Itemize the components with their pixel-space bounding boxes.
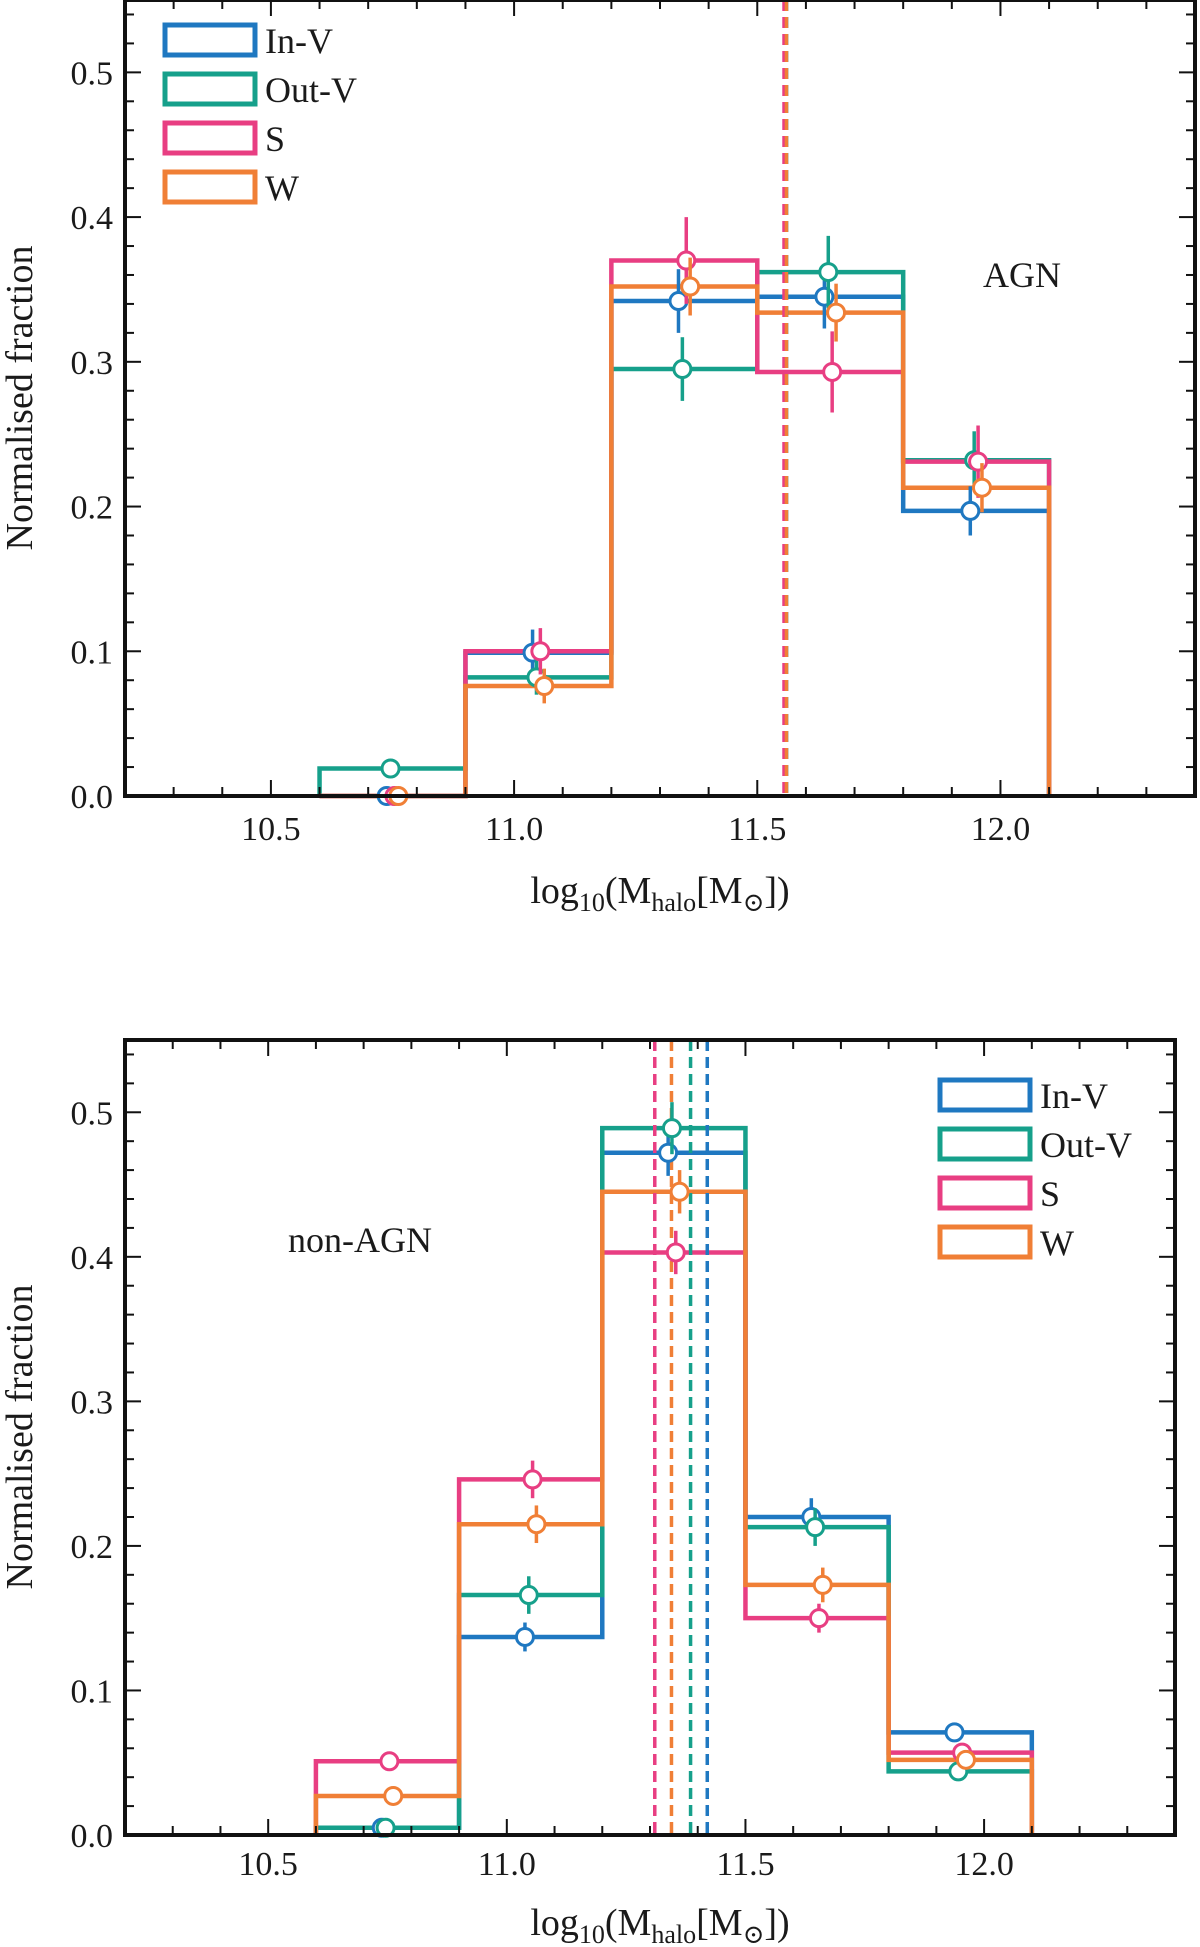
legend-swatch-in-v xyxy=(937,1077,1033,1113)
data-point xyxy=(826,302,847,323)
data-point xyxy=(661,1118,682,1139)
panel-non-agn: 10.5 11.0 11.5 12.0 0.0 0.1 0.2 0.3 0.4 0.5 In-V O… xyxy=(0,1038,1177,1947)
x-axis-label: log10(Mhalo[M⊙]) xyxy=(530,1902,789,1947)
data-point xyxy=(955,1749,976,1770)
data-point xyxy=(669,1181,690,1202)
data-point xyxy=(960,500,981,521)
legend-swatch-w xyxy=(162,169,258,205)
histogram-marks xyxy=(317,0,1052,806)
plot-area xyxy=(125,0,1195,796)
y-tick-label: 0.5 xyxy=(71,1095,114,1132)
y-tick-label: 0.1 xyxy=(71,634,114,671)
axis-ticks: 10.5 11.0 11.5 12.0 0.0 0.1 0.2 0.3 0.4 0.5 xyxy=(71,0,1196,848)
x-tick-label: 10.5 xyxy=(238,1846,298,1883)
data-point xyxy=(526,1514,547,1535)
legend-swatch-s xyxy=(162,120,258,156)
data-point xyxy=(534,676,555,697)
y-tick-label: 0.3 xyxy=(71,345,114,382)
histogram-marks xyxy=(313,1040,1035,1838)
y-tick-label: 0.1 xyxy=(71,1673,114,1710)
x-tick-label: 11.0 xyxy=(485,811,543,848)
y-tick-label: 0.2 xyxy=(71,1529,114,1566)
legend-label-out-v: Out-V xyxy=(1040,1125,1132,1165)
data-point xyxy=(822,361,843,382)
legend-swatch-w xyxy=(937,1224,1033,1260)
x-tick-label: 10.5 xyxy=(241,811,301,848)
axis-ticks: 10.5 11.0 11.5 12.0 0.0 0.1 0.2 0.3 0.4 0.5 xyxy=(71,1040,1176,1883)
data-point xyxy=(379,1751,400,1772)
legend: In-V Out-V SW xyxy=(162,21,357,208)
legend-label-in-v: In-V xyxy=(265,21,333,61)
data-point xyxy=(383,1785,404,1806)
x-tick-label: 11.0 xyxy=(478,1846,536,1883)
y-tick-label: 0.2 xyxy=(71,490,114,527)
legend-swatch-in-v xyxy=(162,22,258,58)
legend-swatch-out-v xyxy=(937,1126,1033,1162)
y-tick-label: 0.5 xyxy=(71,55,114,92)
data-point xyxy=(944,1722,965,1743)
data-point xyxy=(680,276,701,297)
data-point xyxy=(676,250,697,271)
data-point xyxy=(668,291,689,312)
x-tick-label: 11.5 xyxy=(716,1846,774,1883)
data-point xyxy=(672,359,693,380)
legend-label-w: W xyxy=(1040,1223,1074,1263)
data-point xyxy=(971,477,992,498)
y-tick-label: 0.0 xyxy=(71,1818,114,1855)
data-point xyxy=(665,1242,686,1263)
data-point xyxy=(518,1585,539,1606)
x-axis-label: log10(Mhalo[M⊙]) xyxy=(530,870,789,917)
y-axis-label: Normalised fraction xyxy=(0,246,41,551)
data-point xyxy=(808,1608,829,1629)
data-point xyxy=(658,1142,679,1163)
x-tick-label: 12.0 xyxy=(971,811,1031,848)
data-point xyxy=(530,641,551,662)
histogram-step-w xyxy=(319,284,1052,799)
legend-swatch-out-v xyxy=(162,71,258,107)
y-tick-label: 0.3 xyxy=(71,1384,114,1421)
y-tick-label: 0.4 xyxy=(71,1240,114,1277)
x-tick-label: 12.0 xyxy=(954,1846,1014,1883)
y-tick-label: 0.0 xyxy=(71,779,114,816)
data-point xyxy=(514,1626,535,1647)
legend-swatch-s xyxy=(937,1175,1033,1211)
panel-annotation: AGN xyxy=(983,255,1061,295)
panel-agn: 10.5 11.0 11.5 12.0 0.0 0.1 0.2 0.3 0.4 0.5 In-V O… xyxy=(0,0,1197,917)
legend-label-s: S xyxy=(1040,1174,1060,1214)
data-point xyxy=(522,1469,543,1490)
legend: In-V Out-V SW xyxy=(937,1076,1132,1263)
data-point xyxy=(968,451,989,472)
y-axis-label: Normalised fraction xyxy=(0,1285,41,1590)
panel-annotation: non-AGN xyxy=(288,1220,432,1260)
legend-label-in-v: In-V xyxy=(1040,1076,1108,1116)
data-point xyxy=(380,758,401,779)
legend-label-w: W xyxy=(265,168,299,208)
data-point xyxy=(814,286,835,307)
data-point xyxy=(818,262,839,283)
legend-label-s: S xyxy=(265,119,285,159)
plot-area xyxy=(125,1040,1175,1835)
data-point xyxy=(812,1574,833,1595)
legend-label-out-v: Out-V xyxy=(265,70,357,110)
data-point xyxy=(805,1517,826,1538)
x-tick-label: 11.5 xyxy=(728,811,786,848)
y-tick-label: 0.4 xyxy=(71,200,114,237)
